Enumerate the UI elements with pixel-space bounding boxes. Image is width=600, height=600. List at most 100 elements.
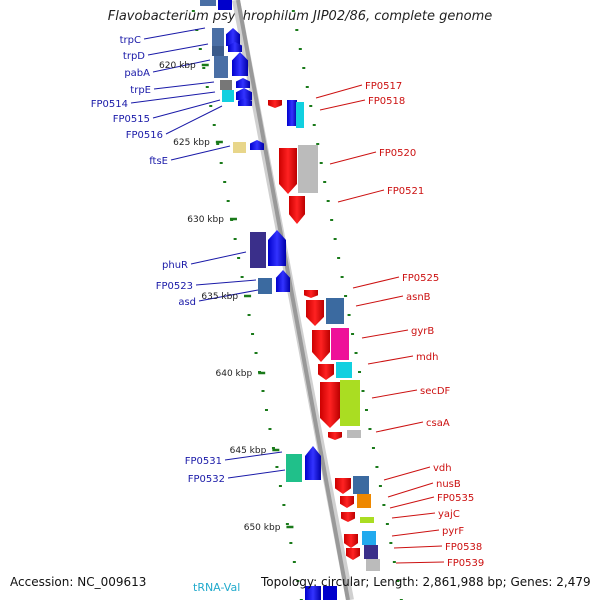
rail-dot-right bbox=[312, 124, 316, 126]
rail-dot-left bbox=[278, 485, 282, 487]
rail-dot-left bbox=[216, 143, 220, 145]
gene-phuR bbox=[268, 230, 286, 266]
gene-csaA-pair bbox=[347, 430, 361, 438]
gene-label-left: trpC bbox=[120, 35, 141, 46]
ruler-label: 635 kbp bbox=[201, 292, 238, 302]
accession-label: Accession: NC_009613 bbox=[10, 575, 147, 589]
gene-FP0531 bbox=[286, 454, 302, 482]
gene-label-left: FP0531 bbox=[185, 456, 222, 467]
rail-dot-left bbox=[282, 504, 286, 506]
ruler-label: 620 kbp bbox=[159, 61, 196, 71]
leader-right bbox=[352, 276, 400, 289]
rail-dot-left bbox=[271, 447, 275, 449]
leader-left bbox=[153, 81, 215, 90]
gene-label-left: FP0523 bbox=[156, 281, 193, 292]
gene-FP0535 bbox=[341, 512, 355, 522]
rail-dot-left bbox=[254, 352, 258, 354]
rail-dot-left bbox=[285, 523, 289, 525]
rail-dot-left bbox=[226, 200, 230, 202]
rail-dot-left bbox=[195, 29, 199, 31]
leader-left bbox=[152, 59, 211, 73]
leader-right bbox=[319, 99, 366, 111]
rail-dot-right bbox=[298, 48, 302, 50]
gene-label-left: FP0515 bbox=[113, 114, 150, 125]
label-layer: 620 kbp 625 kbp 630 kbp 635 kbp 640 kbp 645 k… bbox=[91, 35, 484, 569]
gene-trpE bbox=[236, 78, 250, 88]
gene-tRNA-Val-partial bbox=[305, 586, 321, 600]
rail-dot-right bbox=[330, 219, 334, 221]
gene-FP0521 bbox=[289, 196, 305, 224]
gene-label-left: pabA bbox=[124, 68, 150, 79]
leader-left bbox=[165, 105, 223, 135]
gene-FP0538-pair bbox=[364, 545, 378, 559]
gene-label-right: FP0539 bbox=[447, 558, 484, 569]
gene-trpD-block bbox=[212, 46, 224, 56]
ruler-label: 630 kbp bbox=[187, 215, 224, 225]
gene-FP0520-pair bbox=[298, 145, 318, 193]
rail-dot-right bbox=[375, 466, 379, 468]
gene-FP0520 bbox=[279, 148, 297, 194]
gene-label-left: ftsE bbox=[149, 156, 168, 167]
rail-dot-right bbox=[302, 67, 306, 69]
gene-trpC-block bbox=[212, 28, 224, 46]
rail-dot-right bbox=[364, 409, 368, 411]
gene-FP0523 bbox=[276, 270, 290, 292]
gene-nusB bbox=[340, 496, 354, 508]
gene-pabA bbox=[232, 52, 248, 76]
gene-label-right: FP0518 bbox=[368, 96, 405, 107]
gene-pyrF-pair bbox=[362, 531, 376, 545]
gene-FP0523-block bbox=[258, 278, 272, 294]
rail-dot-left bbox=[292, 561, 296, 563]
gene-label-left: asd bbox=[178, 297, 196, 308]
rail-dot-right bbox=[358, 371, 362, 373]
gene-vdh-pair bbox=[353, 476, 369, 494]
rail-dot-left bbox=[261, 390, 265, 392]
partial-trna-label: tRNA-Val bbox=[193, 581, 241, 594]
gene-FP0517 bbox=[268, 100, 282, 108]
rail-dot-right bbox=[344, 295, 348, 297]
gene-mdh-pair bbox=[336, 362, 352, 378]
rail-dot-left bbox=[223, 181, 227, 183]
gene-ftsE-block bbox=[233, 142, 246, 153]
leader-left bbox=[198, 289, 259, 302]
rail-dot-right bbox=[291, 10, 295, 12]
rail-dot-right bbox=[351, 333, 355, 335]
gene-FP0514 bbox=[222, 90, 234, 102]
leader-right bbox=[361, 329, 409, 339]
rail-dot-right bbox=[323, 181, 327, 183]
rail-dot-left bbox=[240, 276, 244, 278]
gene-label-right: FP0520 bbox=[379, 148, 416, 159]
rail-dot-right bbox=[316, 143, 320, 145]
rail-dot-right bbox=[389, 542, 393, 544]
leader-right bbox=[389, 496, 435, 509]
rail-dot-left bbox=[191, 10, 195, 12]
gene-ftsE bbox=[250, 140, 264, 150]
ruler-label: 645 kbp bbox=[230, 446, 267, 456]
leader-right bbox=[355, 295, 404, 307]
gene-trpE-block bbox=[220, 80, 232, 90]
rail-dot-right bbox=[347, 314, 351, 316]
leader-left bbox=[130, 91, 216, 104]
gene-trpD bbox=[228, 42, 242, 52]
leader-right bbox=[367, 355, 414, 365]
leader-right bbox=[391, 529, 440, 537]
rail-dot-left bbox=[247, 314, 251, 316]
rail-dot-right bbox=[309, 105, 313, 107]
gene-label-left: phuR bbox=[162, 260, 188, 271]
gene-asnB-pair bbox=[326, 298, 344, 324]
gene-label-right: FP0517 bbox=[365, 81, 402, 92]
leader-left bbox=[224, 451, 283, 461]
rail-dot-left bbox=[209, 105, 213, 107]
leader-right bbox=[371, 389, 418, 399]
rail-dot-left bbox=[233, 238, 237, 240]
leader-left bbox=[152, 99, 221, 119]
gene-FP0515 bbox=[236, 88, 252, 100]
leader-left bbox=[170, 145, 231, 161]
rail-dot-right bbox=[378, 485, 382, 487]
gene-pabA-block bbox=[214, 56, 228, 78]
backbone-line bbox=[236, 0, 350, 600]
leader-right bbox=[393, 545, 443, 549]
gene-label-left: FP0532 bbox=[188, 474, 225, 485]
gene-label-right: vdh bbox=[433, 463, 452, 474]
